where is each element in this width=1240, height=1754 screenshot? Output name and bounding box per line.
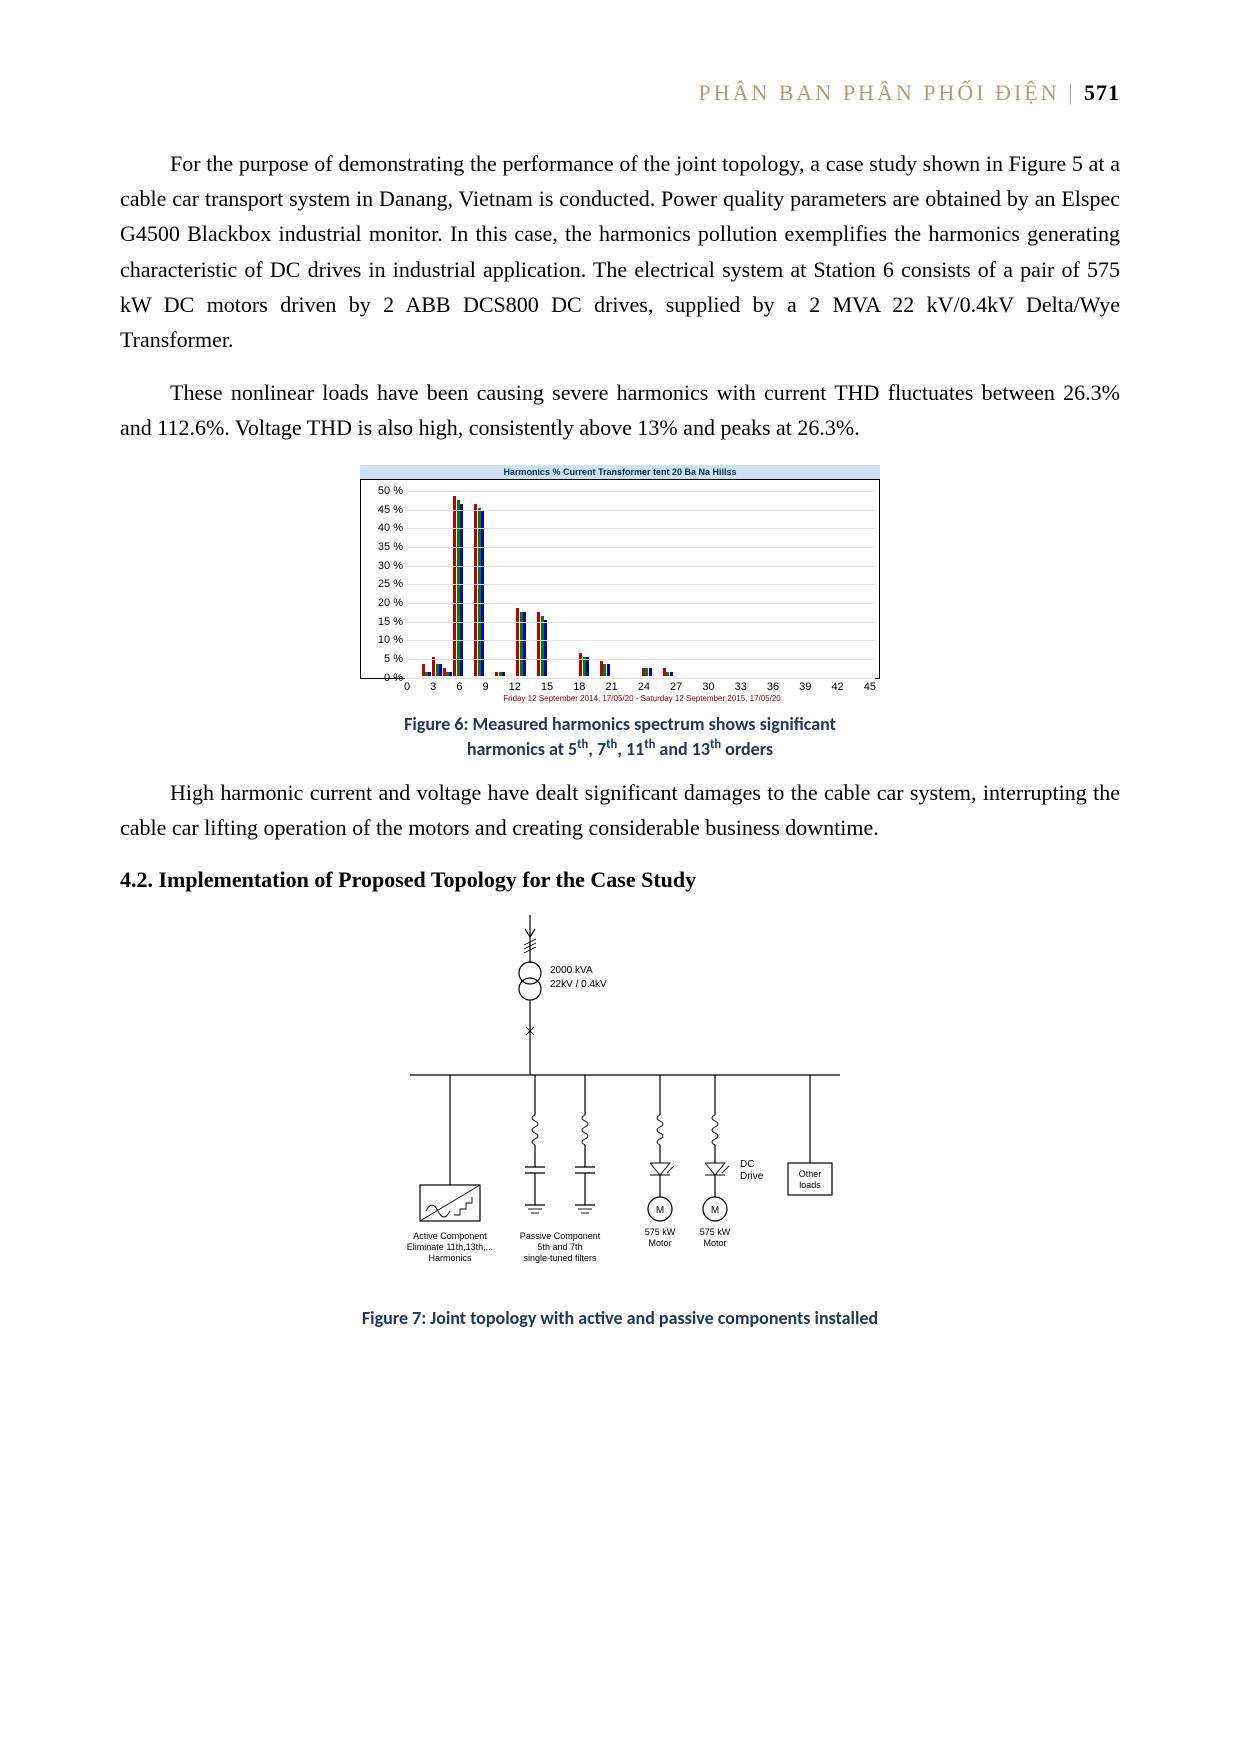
chart-6-xtick: 9 xyxy=(482,681,488,693)
motor-1-l2: Motor xyxy=(648,1238,671,1248)
chart-6-xtick: 42 xyxy=(831,681,843,693)
section-title: PHÂN BAN PHÂN PHỐI ĐIỆN xyxy=(698,80,1059,105)
chart-6-bar xyxy=(428,672,431,676)
chart-6-ytick: 0 % xyxy=(363,672,403,684)
header-separator: | xyxy=(1060,80,1084,105)
chart-6-bars xyxy=(405,484,875,676)
chart-6-xtick: 24 xyxy=(638,681,650,693)
chart-6-xtick: 21 xyxy=(605,681,617,693)
chart-6-xtick: 45 xyxy=(864,681,876,693)
figure-6: Harmonics % Current Transformer tent 20 … xyxy=(120,464,1120,762)
chart-6-xtick: 39 xyxy=(799,681,811,693)
page-header: PHÂN BAN PHÂN PHỐI ĐIỆN | 571 xyxy=(120,80,1120,106)
figure-7-caption: Figure 7: Joint topology with active and… xyxy=(120,1306,1120,1330)
chart-6-xtick: 0 xyxy=(404,681,410,693)
chart-6-xtick: 33 xyxy=(735,681,747,693)
other-l2: loads xyxy=(799,1180,821,1190)
chart-6-bar xyxy=(670,672,673,676)
figure-7: 2000 kVA 22kV / 0.4kV Active Component E… xyxy=(120,915,1120,1330)
chart-6-bar xyxy=(449,672,452,676)
chart-6-ytick: 30 % xyxy=(363,560,403,572)
figure-6-caption: Figure 6: Measured harmonics spectrum sh… xyxy=(120,712,1120,762)
single-line-diagram: 2000 kVA 22kV / 0.4kV Active Component E… xyxy=(360,915,880,1295)
chart-6-bar xyxy=(460,504,463,676)
section-4-2-heading: 4.2. Implementation of Proposed Topology… xyxy=(120,867,1120,893)
passive-label-3: single-tuned filters xyxy=(523,1253,597,1263)
chart-6-xtick: 27 xyxy=(670,681,682,693)
motor-1-l1: 575 kW xyxy=(645,1227,676,1237)
chart-6-xtick: 15 xyxy=(541,681,553,693)
dc-drive-l2: Drive xyxy=(740,1171,764,1182)
passive-label-2: 5th and 7th xyxy=(537,1242,582,1252)
active-label-2: Eliminate 11th,13th,... xyxy=(407,1242,493,1252)
chart-6-xtick: 36 xyxy=(767,681,779,693)
chart-6-ytick: 15 % xyxy=(363,616,403,628)
chart-6-bar xyxy=(439,664,442,675)
chart-6-xaxis: 0369121518212427303336394245 xyxy=(360,681,880,693)
chart-6-ytick: 35 % xyxy=(363,541,403,553)
chart-6-ytick: 25 % xyxy=(363,578,403,590)
chart-6-xtick: 6 xyxy=(456,681,462,693)
paragraph-3: High harmonic current and voltage have d… xyxy=(120,775,1120,845)
chart-6-xtick: 12 xyxy=(509,681,521,693)
chart-6-ytick: 50 % xyxy=(363,485,403,497)
chart-6-plot: 0 %5 %10 %15 %20 %25 %30 %35 %40 %45 %50… xyxy=(360,479,880,679)
transformer-label-2: 22kV / 0.4kV xyxy=(550,979,607,990)
active-label-1: Active Component xyxy=(413,1231,487,1241)
paragraph-2: These nonlinear loads have been causing … xyxy=(120,375,1120,445)
paragraph-1: For the purpose of demonstrating the per… xyxy=(120,146,1120,357)
motor-2-l1: 575 kW xyxy=(700,1227,731,1237)
chart-6-xtick: 18 xyxy=(573,681,585,693)
transformer-label-1: 2000 kVA xyxy=(550,965,593,976)
chart-6-bar xyxy=(544,620,547,676)
chart-6-ytick: 45 % xyxy=(363,504,403,516)
chart-6-xtick: 3 xyxy=(430,681,436,693)
chart-6-xtick: 30 xyxy=(702,681,714,693)
chart-6-footer: Friday 12 September 2014, 17/05/20 - Sat… xyxy=(360,694,880,703)
chart-6-bar xyxy=(502,672,505,676)
chart-6-ytick: 5 % xyxy=(363,653,403,665)
motor-2-l2: Motor xyxy=(703,1238,726,1248)
chart-6-ytick: 20 % xyxy=(363,597,403,609)
passive-label-1: Passive Component xyxy=(520,1231,601,1241)
chart-6-title: Harmonics % Current Transformer tent 20 … xyxy=(360,465,880,479)
motor-2-letter: M xyxy=(711,1205,719,1216)
chart-6-wrap: Harmonics % Current Transformer tent 20 … xyxy=(359,464,881,704)
chart-6-ytick: 10 % xyxy=(363,634,403,646)
other-l1: Other xyxy=(799,1169,822,1179)
dc-drive-l1: DC xyxy=(740,1159,754,1170)
motor-1-letter: M xyxy=(656,1205,664,1216)
chart-6-ytick: 40 % xyxy=(363,522,403,534)
chart-6-bar xyxy=(649,668,652,675)
chart-6-bar xyxy=(481,511,484,675)
page-number: 571 xyxy=(1084,80,1120,105)
active-label-3: Harmonics xyxy=(428,1253,472,1263)
chart-6-bar xyxy=(607,664,610,675)
